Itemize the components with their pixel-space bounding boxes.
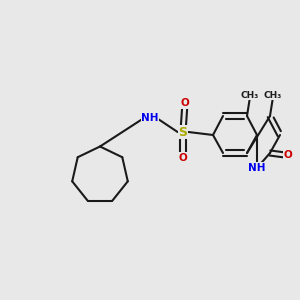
Text: O: O [181,98,189,108]
Text: NH: NH [141,113,159,123]
Text: O: O [178,153,188,163]
Text: S: S [178,125,188,139]
Text: CH₃: CH₃ [264,91,282,100]
Text: CH₃: CH₃ [241,91,259,100]
Text: O: O [283,150,292,160]
Text: NH: NH [248,163,266,173]
